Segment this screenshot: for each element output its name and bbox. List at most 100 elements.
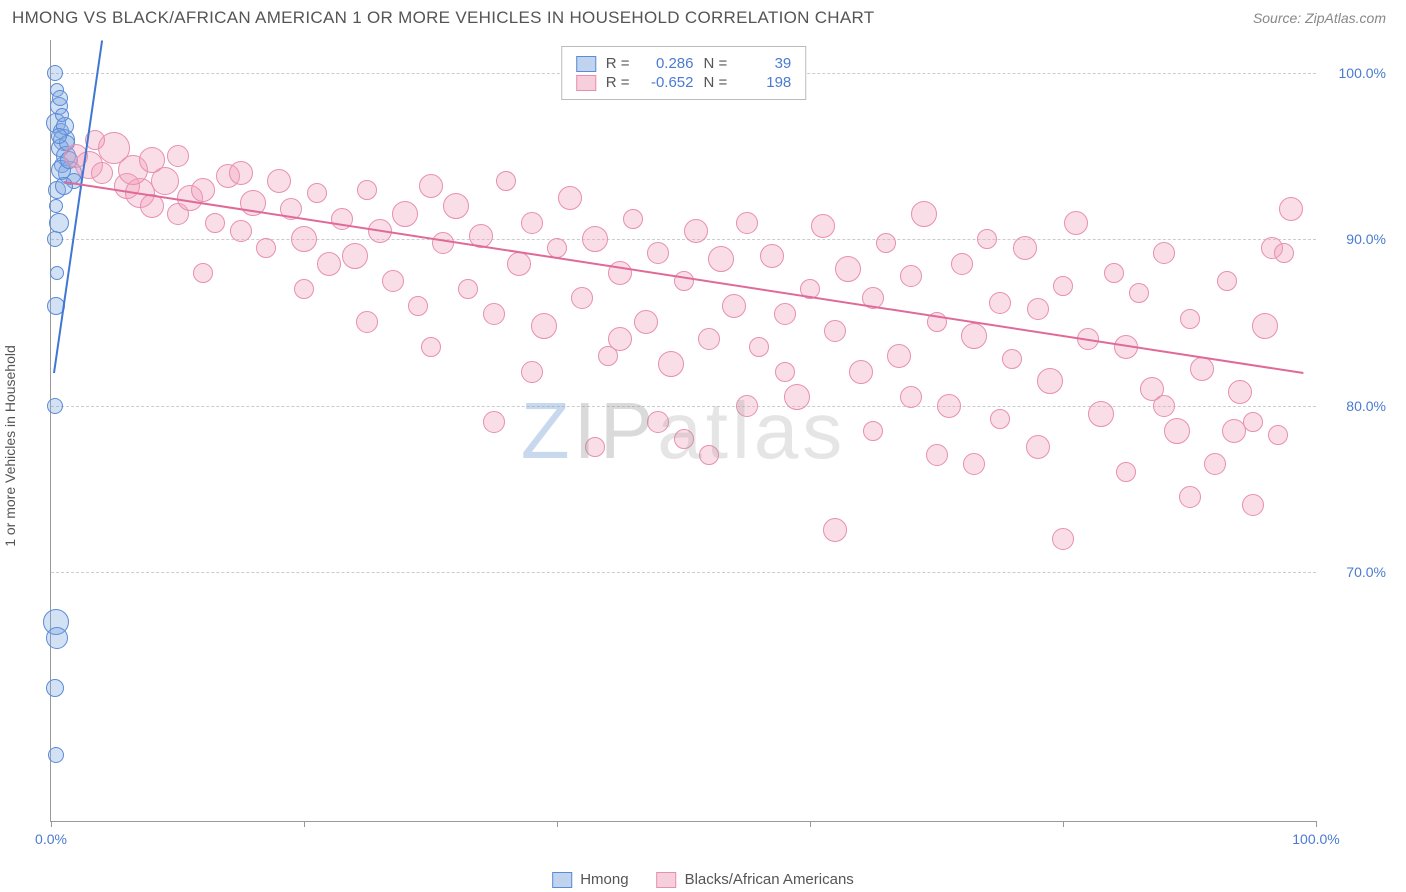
scatter-point — [708, 246, 734, 272]
scatter-point — [1002, 349, 1022, 369]
correlation-legend: R = 0.286 N = 39 R = -0.652 N = 198 — [561, 46, 807, 100]
xtick — [1316, 821, 1317, 827]
scatter-point — [849, 360, 873, 384]
scatter-point — [50, 266, 64, 280]
scatter-point — [392, 201, 418, 227]
scatter-point — [951, 253, 973, 275]
scatter-point — [926, 444, 948, 466]
scatter-point — [722, 294, 746, 318]
xtick — [51, 821, 52, 827]
scatter-point — [357, 180, 377, 200]
scatter-point — [421, 337, 441, 357]
xtick — [810, 821, 811, 827]
scatter-point — [647, 242, 669, 264]
scatter-point — [571, 287, 593, 309]
scatter-point — [1217, 271, 1237, 291]
legend-label: Blacks/African Americans — [685, 871, 854, 888]
xtick — [1063, 821, 1064, 827]
ytick-label: 100.0% — [1339, 65, 1386, 81]
scatter-point — [736, 212, 758, 234]
black-n-value: 198 — [737, 74, 791, 91]
chart-title: HMONG VS BLACK/AFRICAN AMERICAN 1 OR MOR… — [12, 8, 874, 28]
scatter-point — [760, 244, 784, 268]
n-label: N = — [704, 55, 728, 72]
scatter-point — [139, 147, 165, 173]
scatter-point — [736, 395, 758, 417]
scatter-point — [49, 199, 63, 213]
plot-region: R = 0.286 N = 39 R = -0.652 N = 198 ZIPa… — [50, 40, 1316, 822]
scatter-point — [977, 229, 997, 249]
scatter-point — [1190, 357, 1214, 381]
scatter-point — [191, 178, 215, 202]
legend-item-black: Blacks/African Americans — [657, 871, 854, 888]
r-label: R = — [606, 74, 630, 91]
scatter-point — [1053, 276, 1073, 296]
scatter-point — [911, 201, 937, 227]
scatter-point — [1037, 368, 1063, 394]
scatter-point — [1164, 418, 1190, 444]
scatter-point — [193, 263, 213, 283]
scatter-point — [48, 747, 64, 763]
scatter-point — [1268, 425, 1288, 445]
xtick — [304, 821, 305, 827]
scatter-point — [784, 384, 810, 410]
n-label: N = — [704, 74, 728, 91]
scatter-point — [483, 411, 505, 433]
legend-row-black: R = -0.652 N = 198 — [576, 74, 792, 91]
scatter-point — [824, 320, 846, 342]
scatter-point — [483, 303, 505, 325]
black-swatch-icon — [657, 872, 677, 888]
scatter-point — [634, 310, 658, 334]
scatter-point — [775, 362, 795, 382]
scatter-point — [608, 327, 632, 351]
scatter-point — [1027, 298, 1049, 320]
scatter-point — [307, 183, 327, 203]
scatter-point — [1252, 313, 1278, 339]
scatter-point — [1129, 283, 1149, 303]
scatter-point — [863, 421, 883, 441]
xtick — [557, 821, 558, 827]
scatter-point — [684, 219, 708, 243]
hmong-swatch-icon — [552, 872, 572, 888]
scatter-point — [91, 162, 113, 184]
scatter-point — [229, 161, 253, 185]
scatter-point — [963, 453, 985, 475]
scatter-point — [1153, 395, 1175, 417]
scatter-point — [1228, 380, 1252, 404]
scatter-point — [990, 409, 1010, 429]
scatter-point — [647, 411, 669, 433]
scatter-point — [47, 65, 63, 81]
hmong-r-value: 0.286 — [640, 55, 694, 72]
scatter-point — [1026, 435, 1050, 459]
scatter-point — [443, 193, 469, 219]
scatter-point — [1104, 263, 1124, 283]
scatter-point — [521, 361, 543, 383]
scatter-point — [46, 627, 68, 649]
scatter-point — [937, 394, 961, 418]
scatter-point — [496, 171, 516, 191]
gridline — [51, 572, 1316, 573]
r-label: R = — [606, 55, 630, 72]
scatter-point — [623, 209, 643, 229]
scatter-point — [608, 261, 632, 285]
chart-header: HMONG VS BLACK/AFRICAN AMERICAN 1 OR MOR… — [0, 0, 1406, 36]
legend-label: Hmong — [580, 871, 628, 888]
scatter-point — [1116, 462, 1136, 482]
scatter-point — [291, 226, 317, 252]
scatter-point — [585, 437, 605, 457]
scatter-point — [419, 174, 443, 198]
scatter-point — [547, 238, 567, 258]
scatter-point — [774, 303, 796, 325]
xtick-label: 100.0% — [1292, 831, 1339, 847]
scatter-point — [1153, 242, 1175, 264]
scatter-point — [835, 256, 861, 282]
scatter-point — [876, 233, 896, 253]
scatter-point — [1204, 453, 1226, 475]
series-legend: Hmong Blacks/African Americans — [552, 871, 854, 888]
scatter-point — [961, 323, 987, 349]
legend-item-hmong: Hmong — [552, 871, 628, 888]
scatter-point — [342, 243, 368, 269]
scatter-point — [230, 220, 252, 242]
scatter-point — [507, 252, 531, 276]
scatter-point — [1180, 309, 1200, 329]
